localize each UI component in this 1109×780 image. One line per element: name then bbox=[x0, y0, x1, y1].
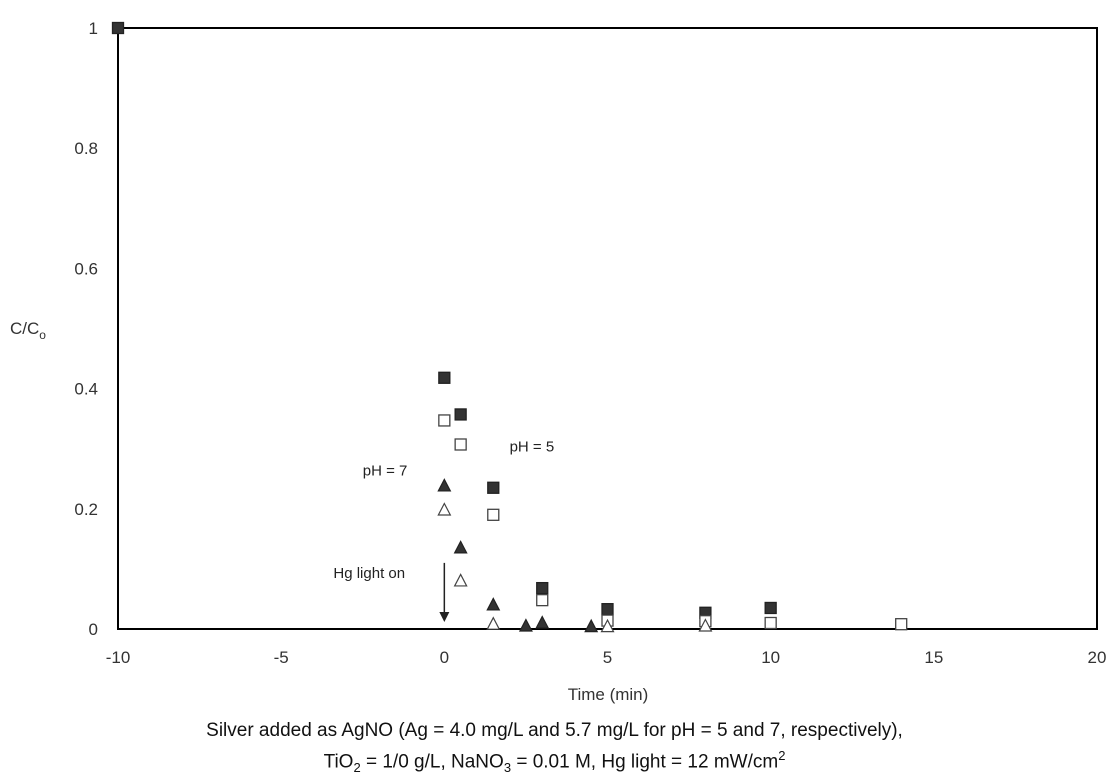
point-filled-square bbox=[764, 601, 777, 615]
y-tick-label: 0.4 bbox=[74, 380, 98, 399]
y-tick-label: 0.2 bbox=[74, 500, 98, 519]
point-filled-triangle bbox=[437, 478, 452, 492]
point-filled-square bbox=[111, 21, 125, 35]
point-open-triangle bbox=[453, 573, 468, 587]
point-open-triangle bbox=[600, 618, 615, 633]
x-tick-label: 10 bbox=[761, 648, 780, 667]
x-tick-label: 20 bbox=[1088, 648, 1107, 667]
point-open-square bbox=[895, 618, 908, 631]
x-axis-label: Time (min) bbox=[568, 685, 649, 704]
y-tick-label: 1 bbox=[89, 19, 98, 38]
point-filled-square bbox=[438, 371, 451, 384]
light-on-arrow bbox=[439, 562, 450, 622]
point-filled-triangle bbox=[518, 618, 533, 632]
point-open-square bbox=[454, 438, 467, 451]
annotation-hg-light-on: Hg light on bbox=[333, 565, 405, 582]
data-points bbox=[111, 21, 908, 633]
caption-line-2: TiO2 = 1/0 g/L, NaNO3 = 0.01 M, Hg light… bbox=[323, 748, 786, 776]
x-tick-label: 0 bbox=[440, 648, 449, 667]
point-filled-triangle bbox=[453, 540, 468, 554]
x-tick-label: 15 bbox=[924, 648, 943, 667]
scatter-chart: -10 -5 0 5 10 15 20 00.20.40.60.81 Time (min) … bbox=[10, 19, 1107, 704]
point-open-triangle bbox=[486, 616, 501, 630]
point-open-triangle bbox=[698, 618, 713, 632]
y-axis-label: C/Co bbox=[10, 319, 46, 342]
point-filled-square bbox=[536, 581, 549, 595]
point-filled-square bbox=[454, 408, 467, 421]
x-tick-label: -5 bbox=[274, 648, 289, 667]
caption-line-1: Silver added as AgNO (Ag = 4.0 mg/L and … bbox=[206, 720, 903, 741]
point-filled-triangle bbox=[584, 618, 599, 633]
x-tick-label: -10 bbox=[106, 648, 131, 667]
annotation-ph5: pH = 5 bbox=[510, 439, 555, 456]
point-filled-triangle bbox=[535, 615, 550, 629]
x-tick-label: 5 bbox=[603, 648, 612, 667]
point-open-triangle bbox=[437, 502, 452, 516]
point-open-square bbox=[764, 616, 777, 630]
plot-area bbox=[117, 27, 1098, 630]
y-axis-ticks: 0 0.2 0.4 0.6 0.8 1 bbox=[74, 19, 98, 639]
annotation-ph7: pH = 7 bbox=[363, 463, 408, 480]
point-filled-square bbox=[601, 603, 614, 616]
y-tick-label: 0.6 bbox=[74, 259, 98, 278]
point-open-square bbox=[487, 508, 500, 521]
x-axis-ticks: -10 -5 0 5 10 15 20 bbox=[106, 648, 1107, 667]
y-tick-label: 0 bbox=[89, 620, 98, 639]
point-filled-square bbox=[487, 481, 500, 494]
arrow-head bbox=[439, 611, 450, 622]
y-tick-label: 0.8 bbox=[74, 139, 98, 158]
point-filled-triangle bbox=[486, 597, 501, 611]
point-open-square bbox=[536, 594, 549, 607]
point-open-square bbox=[438, 414, 451, 427]
